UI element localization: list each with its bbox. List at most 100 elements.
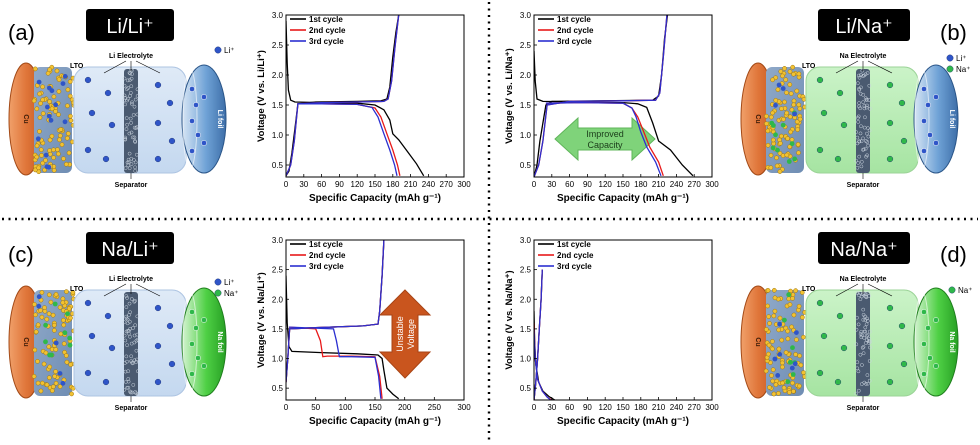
separator-fiber <box>122 333 127 338</box>
x-tick-label: 150 <box>368 403 382 412</box>
lto-particle <box>56 77 62 82</box>
lto-particle <box>770 77 775 83</box>
panel-label-c: (c) <box>8 242 34 267</box>
lto-particle <box>54 68 60 74</box>
electrolyte-ion <box>166 99 174 107</box>
x-tick-label: 210 <box>652 180 666 189</box>
lto-particle <box>46 344 52 350</box>
chart-b: 0 30 60 90 120 150 180 210 240 270 300 0.5 1.0 1.5 2.0… <box>504 11 719 204</box>
legend-label: 3rd cycle <box>309 262 344 271</box>
lto-ion <box>62 74 68 79</box>
separator-fiber <box>866 143 870 148</box>
y-tick-label: 2.5 <box>272 41 284 50</box>
lto-particle <box>794 88 800 94</box>
separator-fiber <box>126 385 131 390</box>
title-a: Li/Li⁺ <box>106 16 153 38</box>
lto-particle <box>790 380 795 386</box>
lto-ion <box>780 122 786 128</box>
lto-particle <box>794 119 800 125</box>
lto-particle <box>47 99 52 105</box>
cu-label: Cu <box>22 114 29 123</box>
separator-fiber <box>860 363 864 367</box>
legend-label: 2nd cycle <box>309 251 346 260</box>
lto-particle <box>768 165 774 171</box>
separator-fiber <box>863 325 868 330</box>
lto-particle <box>782 66 787 71</box>
lto-particle <box>795 142 801 147</box>
separator-label: Separator <box>847 182 880 189</box>
series-line-1-discharge <box>286 275 400 400</box>
lto-particle <box>52 373 58 379</box>
x-tick-label: 0 <box>284 403 289 412</box>
separator-fiber <box>135 357 139 362</box>
ion-legend-b: Li⁺ Na⁺ <box>946 54 970 74</box>
foil-ion <box>925 102 931 108</box>
x-axis-label: Specific Capacity (mAh g⁻¹) <box>309 416 441 427</box>
series-line-3-charge <box>534 15 668 177</box>
lto-ion <box>792 111 797 117</box>
lto-particle <box>37 129 42 134</box>
lto-ion <box>790 345 795 351</box>
lto-particle <box>782 99 787 105</box>
lto-particle <box>40 97 46 103</box>
separator-fiber <box>865 103 869 108</box>
foil-electrode <box>913 287 959 397</box>
y-axis-label: Voltage (V vs. Na/Na⁺) <box>504 270 515 369</box>
lto-particle <box>31 98 37 104</box>
lto-particle <box>789 107 795 113</box>
electrolyte-leader <box>835 283 859 297</box>
electrolyte-ion <box>108 344 116 352</box>
separator-fiber <box>856 114 861 119</box>
x-tick-label: 0 <box>532 403 537 412</box>
lto-ion <box>782 317 787 323</box>
lto-particle <box>46 375 52 381</box>
lto-ion <box>789 365 795 371</box>
separator-fiber <box>125 122 130 127</box>
improved-capacity-label-2: Capacity <box>587 140 623 150</box>
separator-fiber <box>134 152 139 157</box>
lto-particle <box>796 150 801 156</box>
lto-particle <box>765 128 771 134</box>
lto-ion <box>790 372 796 377</box>
electrolyte-ion <box>816 146 824 154</box>
lto-particle <box>65 87 71 93</box>
foil-ion <box>201 317 207 323</box>
separator-fiber <box>123 380 128 384</box>
separator-fiber <box>128 390 133 395</box>
separator-fiber <box>855 135 860 140</box>
y-tick-label: 2.5 <box>520 41 532 50</box>
y-tick-label: 1.5 <box>272 325 284 334</box>
lto-ion <box>786 159 792 164</box>
separator-fiber <box>129 354 134 359</box>
lto-particle <box>57 137 62 143</box>
separator-fiber <box>865 381 870 386</box>
separator-fiber <box>130 100 134 105</box>
separator-fiber <box>867 128 872 133</box>
electrolyte-ion <box>154 155 162 163</box>
lto-particle <box>776 391 781 396</box>
separator-fiber <box>854 391 858 396</box>
separator-fiber <box>863 96 868 101</box>
separator-fiber <box>860 345 865 350</box>
separator-fiber <box>858 131 863 136</box>
separator-fiber <box>129 76 134 81</box>
lto-particle <box>774 163 780 169</box>
lto-particle <box>780 73 785 79</box>
lto-particle <box>801 96 807 102</box>
electrolyte-ion <box>88 109 96 117</box>
separator-fiber <box>865 333 870 337</box>
foil-rim <box>914 68 930 170</box>
lto-particle <box>64 359 70 365</box>
lto-particle <box>50 312 56 318</box>
lto-particle <box>771 391 777 397</box>
lto-ion <box>43 152 49 158</box>
foil-ion <box>925 325 931 331</box>
lto-particle <box>37 91 42 97</box>
cell-a: Cu LTO Li Electrolyte Separator Li foil <box>8 53 227 189</box>
y-tick-label: 3.0 <box>520 236 532 245</box>
electrolyte-ion <box>886 378 894 386</box>
separator-fiber <box>128 310 132 315</box>
lto-particle <box>787 82 793 87</box>
lto-ion <box>60 380 66 386</box>
x-tick-label: 270 <box>688 403 702 412</box>
